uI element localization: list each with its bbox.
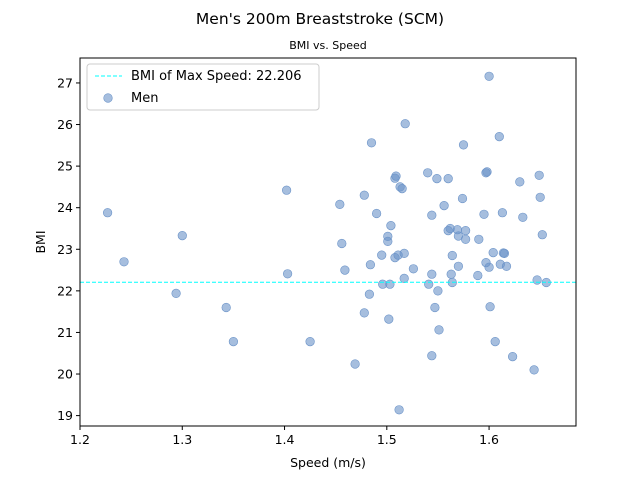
scatter-point: [479, 209, 489, 219]
x-tick-label: 1.6: [479, 432, 499, 447]
scatter-point: [529, 365, 539, 375]
scatter-point: [383, 236, 393, 246]
x-tick-label: 1.4: [275, 432, 295, 447]
scatter-point: [488, 248, 498, 258]
scatter-point: [171, 288, 181, 299]
scatter-point: [372, 208, 382, 219]
scatter-point: [427, 351, 437, 361]
y-tick-label: 25: [57, 159, 73, 174]
scatter-point: [359, 308, 369, 318]
scatter-point: [366, 138, 377, 148]
scatter-point: [400, 119, 410, 129]
scatter-point: [337, 238, 347, 249]
scatter-point: [228, 337, 238, 347]
scatter-point: [399, 248, 409, 258]
y-tick-label: 24: [57, 200, 73, 215]
scatter-point: [397, 184, 407, 194]
scatter-point: [432, 174, 442, 184]
scatter-point: [282, 185, 292, 195]
scatter-point: [501, 261, 512, 271]
legend-label-men: Men: [131, 91, 158, 106]
scatter-point: [424, 279, 434, 289]
legend: BMI of Max Speed: 22.206 Men: [86, 63, 320, 111]
scatter-point: [408, 264, 419, 274]
scatter-point: [439, 201, 449, 211]
scatter-point: [365, 260, 376, 270]
ticks-layer: 1.2 1.3 1.4 1.5 1.6 19 20 21 22 23 24 25 26 27: [57, 75, 499, 447]
scatter-point: [430, 302, 440, 313]
scatter-point: [535, 192, 545, 202]
scatter-point: [474, 234, 484, 244]
scatter-point: [340, 265, 350, 275]
scatter-point: [305, 337, 315, 347]
scatter-point: [423, 168, 433, 178]
legend-marker-men: [103, 93, 113, 103]
scatter-point: [385, 279, 395, 289]
scatter-point: [221, 302, 231, 313]
y-tick-label: 23: [57, 242, 73, 257]
scatter-point: [350, 359, 360, 369]
y-tick-label: 19: [57, 408, 73, 423]
scatter-point: [494, 132, 504, 142]
x-tick-label: 1.2: [70, 432, 90, 447]
scatter-point: [484, 71, 494, 81]
x-tick-label: 1.3: [172, 432, 192, 447]
scatter-point: [458, 140, 469, 150]
scatter-point: [434, 325, 444, 335]
scatter-point: [394, 405, 404, 415]
scatter-point: [482, 167, 492, 177]
y-axis-label: BMI: [33, 230, 48, 253]
y-tick-label: 22: [57, 283, 73, 298]
scatter-point: [473, 270, 483, 281]
scatter-point: [490, 337, 500, 347]
chart-title: Men's 200m Breaststroke (SCM): [196, 10, 444, 28]
scatter-point: [427, 210, 437, 220]
scatter-point: [457, 193, 468, 204]
scatter-point: [518, 212, 528, 222]
scatter-point: [515, 177, 525, 187]
scatter-point: [377, 250, 387, 260]
scatter-point: [446, 269, 456, 279]
scatter-point: [335, 199, 345, 209]
scatter-point: [537, 230, 547, 240]
scatter-point: [484, 262, 494, 272]
scatter-point: [497, 208, 508, 218]
scatter-point: [499, 248, 510, 258]
plot-frame: [79, 57, 577, 427]
legend-label-reference: BMI of Max Speed: 22.206: [131, 69, 302, 84]
legend-frame: [86, 63, 320, 111]
y-tick-label: 26: [57, 117, 73, 132]
x-axis-label: Speed (m/s): [290, 455, 366, 470]
y-tick-label: 20: [57, 367, 73, 382]
scatter-point: [364, 289, 375, 299]
scatter-point: [447, 250, 457, 261]
y-tick-label: 21: [57, 325, 73, 340]
scatter-point: [102, 208, 113, 218]
scatter-point: [507, 352, 518, 362]
scatter-point: [534, 170, 544, 180]
scatter-point: [461, 226, 471, 236]
points-layer: [102, 71, 551, 415]
scatter-point: [384, 314, 394, 324]
chart-subtitle: BMI vs. Speed: [289, 39, 367, 52]
scatter-point: [386, 221, 396, 231]
scatter-point: [532, 275, 542, 285]
scatter-point: [119, 257, 129, 267]
scatter-point: [461, 234, 471, 244]
y-tick-label: 27: [57, 75, 73, 90]
scatter-point: [177, 231, 187, 241]
scatter-point: [485, 302, 495, 312]
scatter-point: [427, 269, 437, 279]
scatter-point: [359, 190, 369, 200]
scatter-point: [283, 269, 293, 279]
x-tick-label: 1.5: [377, 432, 397, 447]
scatter-point: [433, 286, 443, 296]
scatter-point: [391, 171, 401, 181]
scatter-point: [453, 261, 464, 271]
scatter-point: [443, 174, 453, 184]
scatter-point: [399, 273, 409, 284]
